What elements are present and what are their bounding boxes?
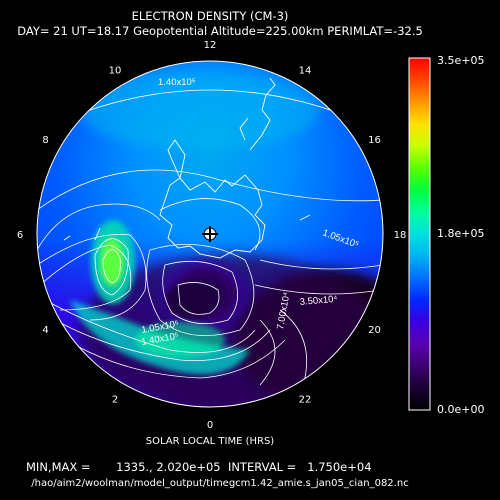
- clock-label-8: 8: [42, 135, 48, 146]
- plot-subtitle: DAY= 21 UT=18.17 Geopotential Altitude=2…: [17, 24, 423, 38]
- clock-label-2: 2: [112, 395, 118, 406]
- x-axis-label: SOLAR LOCAL TIME (HRS): [145, 436, 275, 447]
- contour-label: 3.50x10⁴: [299, 294, 338, 308]
- minmax-label: MIN,MAX =: [26, 460, 91, 474]
- clock-hour-labels: 12 14 16 18 20 22 0 2 4 6 8 10: [17, 40, 407, 431]
- clock-label-6: 6: [17, 230, 23, 241]
- interval-label: INTERVAL =: [227, 460, 297, 474]
- plot-title: ELECTRON DENSITY (CM-3): [131, 9, 289, 23]
- clock-label-12: 12: [204, 40, 217, 51]
- minmax-values: 1335., 2.020e+05: [116, 460, 221, 474]
- coastlines: [63, 77, 311, 259]
- plot-boundary: [36, 60, 384, 408]
- colorbar: [408, 57, 431, 411]
- interval-value: 1.750e+04: [307, 460, 372, 474]
- contour-label: 1.40x10⁵: [158, 77, 196, 88]
- clock-label-10: 10: [109, 66, 122, 77]
- clock-label-20: 20: [368, 325, 381, 336]
- min-max-line: MIN,MAX = 1335., 2.020e+05 INTERVAL = 1.…: [26, 460, 372, 474]
- clock-label-4: 4: [42, 325, 48, 336]
- clock-label-0: 0: [207, 420, 213, 431]
- colorbar-min-label: 0.0e+00: [437, 403, 485, 416]
- clock-label-18: 18: [394, 230, 407, 241]
- clock-label-22: 22: [299, 395, 312, 406]
- pole-marker: [202, 226, 218, 242]
- clock-label-16: 16: [368, 135, 381, 146]
- colorbar-max-label: 3.5e+05: [437, 54, 485, 67]
- file-path: /hao/aim2/woolman/model_output/timegcm1.…: [31, 478, 409, 489]
- colorbar-mid-label: 1.8e+05: [437, 227, 485, 240]
- density-field: [37, 61, 383, 407]
- clock-label-14: 14: [299, 66, 312, 77]
